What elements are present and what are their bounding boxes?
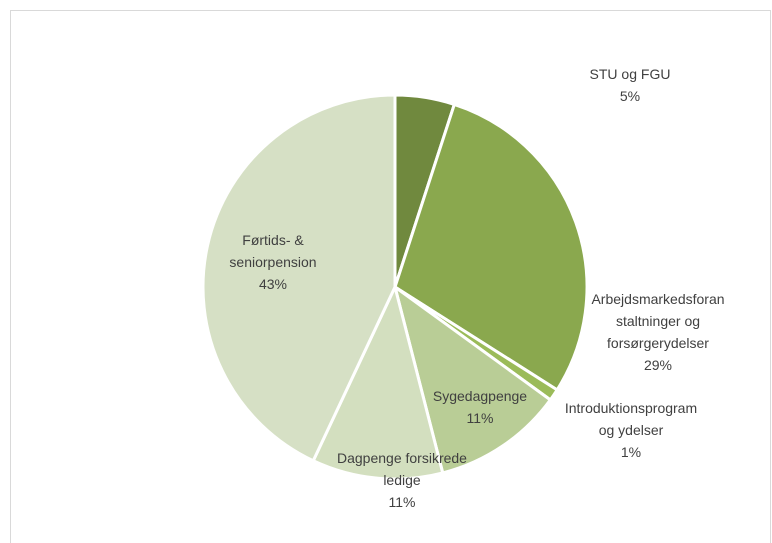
value-label: 11% [466, 410, 494, 426]
category-label: STU og FGU [589, 66, 671, 82]
category-label: Sygedagpenge [432, 388, 528, 404]
value-label: 11% [388, 494, 416, 510]
category-label: Introduktionsprogram og ydelser [564, 400, 698, 438]
value-label: 1% [620, 444, 642, 460]
pie-slice [393, 285, 552, 475]
pie-slice [311, 285, 445, 481]
category-label: Førtids- & seniorpension [229, 232, 317, 270]
category-label: Dagpenge forsikrede ledige [337, 450, 467, 488]
data-label: Introduktionsprogram og ydelser 1% [556, 397, 706, 463]
frame [10, 10, 771, 543]
data-label: Sygedagpenge 11% [425, 385, 535, 429]
value-label: 43% [258, 276, 288, 292]
data-label: Dagpenge forsikrede ledige 11% [327, 447, 477, 513]
data-label: Førtids- & seniorpension 43% [218, 229, 328, 295]
category-label: Arbejdsmarkedsforanstaltninger og forsør… [591, 291, 725, 351]
value-label: 29% [643, 357, 673, 373]
data-label: STU og FGU 5% [565, 63, 695, 107]
pie-slice [201, 93, 397, 463]
value-label: 5% [619, 88, 641, 104]
data-label: Arbejdsmarkedsforanstaltninger og forsør… [588, 288, 728, 376]
pie-slice [393, 102, 589, 392]
